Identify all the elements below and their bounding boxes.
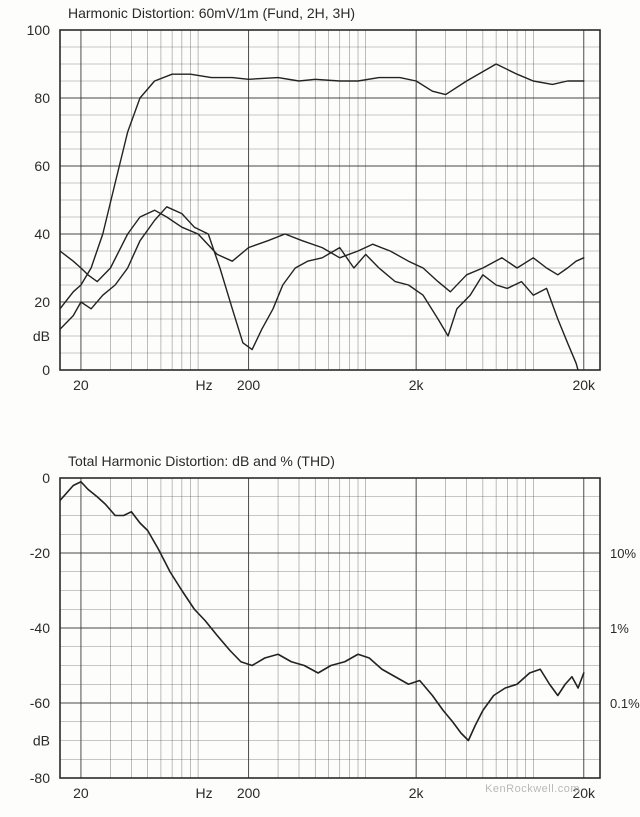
chart-title: Total Harmonic Distortion: dB and % (THD… [68,453,335,469]
svg-text:0.1%: 0.1% [610,696,640,711]
svg-text:2k: 2k [409,377,425,393]
svg-text:20k: 20k [572,785,596,801]
svg-text:Hz: Hz [196,377,213,393]
svg-text:60: 60 [34,158,50,174]
svg-text:20: 20 [73,377,89,393]
svg-text:-20: -20 [30,545,50,561]
svg-text:200: 200 [237,785,261,801]
svg-text:20k: 20k [572,377,596,393]
series-thd [60,482,584,741]
svg-text:100: 100 [27,22,51,38]
svg-text:20: 20 [73,785,89,801]
chart-title: Harmonic Distortion: 60mV/1m (Fund, 2H, … [68,5,355,21]
svg-text:Hz: Hz [196,785,213,801]
svg-text:-80: -80 [30,770,50,786]
svg-text:2k: 2k [409,785,425,801]
svg-text:dB: dB [33,733,50,749]
series-fund [60,64,584,309]
svg-text:10%: 10% [610,546,636,561]
chart-axes: -80 -60 -40 -20 0 dB 20 200 2k 20k Hz Total Harmoni… [30,453,640,801]
svg-text:dB: dB [33,328,50,344]
svg-text:80: 80 [34,90,50,106]
svg-text:-40: -40 [30,620,50,636]
svg-text:200: 200 [237,377,261,393]
svg-text:1%: 1% [610,621,629,636]
svg-text:-60: -60 [30,695,50,711]
svg-text:0: 0 [42,470,50,486]
svg-text:0: 0 [42,362,50,378]
chart-axes: 0 20 40 60 80 100 dB 20 200 2k 20k Hz Harmonic Disto… [27,5,596,393]
svg-text:20: 20 [34,294,50,310]
svg-text:40: 40 [34,226,50,242]
